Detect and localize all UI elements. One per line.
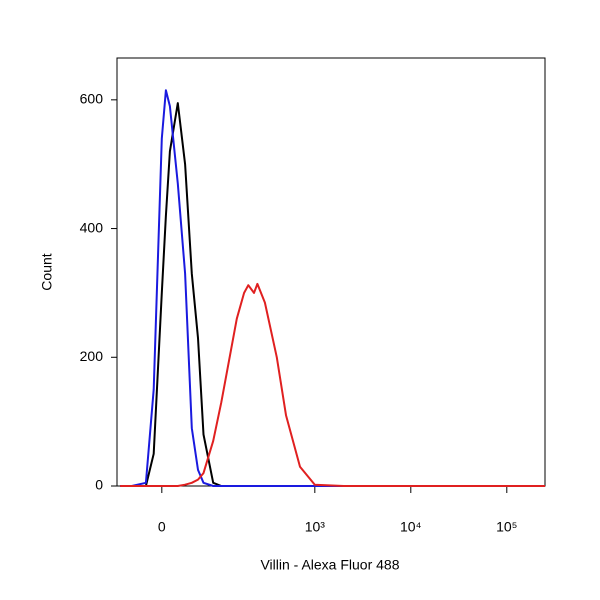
x-tick-label: 10³	[305, 519, 326, 535]
x-axis-label: Villin - Alexa Fluor 488	[260, 557, 399, 573]
histogram-line	[120, 282, 545, 487]
histogram-line	[120, 102, 545, 487]
y-tick-label: 400	[80, 219, 104, 235]
y-tick-label: 0	[95, 477, 103, 493]
x-tick-label: 10⁵	[496, 519, 517, 535]
plot-frame	[116, 57, 546, 487]
x-tick-label: 0	[158, 519, 166, 535]
y-tick-label: 600	[80, 91, 104, 107]
x-tick-label: 10⁴	[400, 519, 422, 535]
y-tick-label: 200	[80, 348, 104, 364]
y-axis-label: Count	[39, 253, 55, 290]
histogram-line	[120, 89, 545, 487]
